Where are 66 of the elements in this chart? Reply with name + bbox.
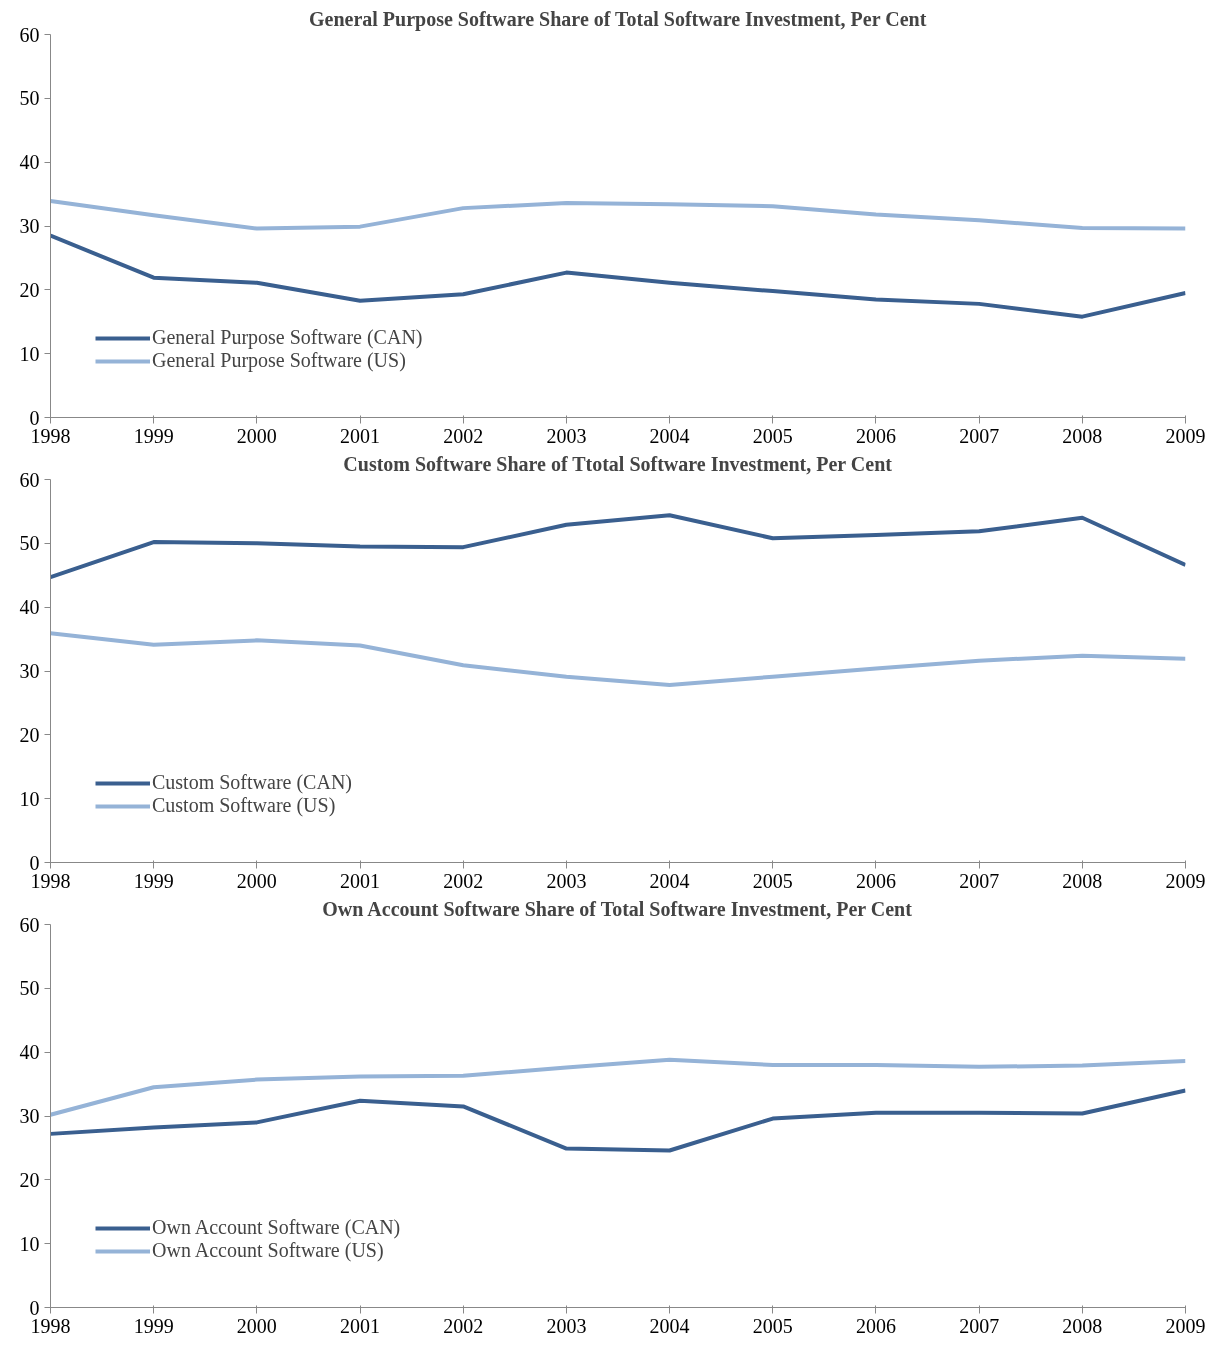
x-tick-label: 2007 [959, 869, 1000, 892]
x-tick-label: 2004 [649, 1314, 690, 1337]
chart-title: Custom Software Share of Ttotal Software Investment, Per Cent [343, 452, 893, 475]
x-tick-label: 2000 [236, 869, 277, 892]
y-tick-label: 10 [19, 1232, 40, 1255]
x-tick-label: 2005 [752, 424, 793, 447]
x-tick-label: 2006 [855, 1314, 896, 1337]
x-tick-label: 1999 [133, 424, 174, 447]
y-tick-label: 30 [19, 215, 40, 237]
y-tick-label: 30 [19, 660, 40, 682]
x-tick-label: 2004 [649, 869, 690, 892]
y-tick-label: 10 [19, 787, 40, 810]
x-tick-label: 2008 [1062, 869, 1103, 892]
y-tick-label: 20 [19, 278, 40, 301]
x-tick-label: 2003 [546, 1314, 587, 1337]
line-series [50, 631, 1186, 688]
y-tick-label: 10 [19, 342, 40, 365]
y-tick-label: 20 [19, 1168, 40, 1191]
line-series [50, 1057, 1186, 1117]
chart-title: General Purpose Software Share of Total Software Investment, Per Cent [308, 7, 927, 31]
x-tick-label: 2006 [855, 869, 896, 892]
y-tick-label: 60 [19, 913, 40, 936]
x-tick-label: 2004 [649, 424, 690, 447]
line-series [50, 233, 1186, 319]
x-tick-label: 2000 [236, 1314, 277, 1337]
x-tick-label: 2002 [443, 424, 484, 447]
x-tick-label: 2009 [1165, 1314, 1206, 1337]
y-tick-label: 50 [19, 977, 40, 1000]
y-tick-label: 60 [19, 23, 40, 46]
y-tick-label: 40 [19, 151, 40, 174]
legend-label: Custom Software (US) [152, 794, 336, 817]
x-tick-label: 2003 [546, 869, 587, 892]
x-tick-label: 2007 [959, 1314, 1000, 1337]
line-series [50, 1088, 1186, 1153]
x-tick-label: 2007 [959, 424, 1000, 447]
x-tick-label: 2003 [546, 424, 587, 447]
x-tick-label: 1999 [133, 1314, 174, 1337]
y-tick-label: 50 [19, 532, 40, 555]
chart-title: Own Account Software Share of Total Software Investment, Per Cent [322, 897, 913, 920]
x-tick-label: 2008 [1062, 424, 1103, 447]
line-series [50, 513, 1186, 580]
x-tick-label: 1999 [133, 869, 174, 892]
x-tick-label: 2006 [855, 424, 896, 447]
legend-label: General Purpose Software (US) [152, 349, 406, 372]
y-tick-label: 60 [19, 468, 40, 491]
x-tick-label: 2001 [340, 869, 381, 892]
y-tick-label: 20 [19, 723, 40, 746]
x-tick-label: 2000 [236, 424, 277, 447]
y-tick-label: 40 [19, 596, 40, 619]
y-tick-label: 30 [19, 1105, 40, 1127]
x-tick-label: 2001 [340, 1314, 381, 1337]
line-series [50, 199, 1186, 231]
y-tick-label: 40 [19, 1041, 40, 1064]
legend-label: General Purpose Software (CAN) [152, 326, 423, 349]
x-tick-label: 2009 [1165, 869, 1206, 892]
x-tick-label: 2005 [752, 869, 793, 892]
x-tick-label: 2002 [443, 869, 484, 892]
x-tick-label: 2009 [1165, 424, 1206, 447]
x-tick-label: 2002 [443, 1314, 484, 1337]
x-tick-label: 2001 [340, 424, 381, 447]
y-tick-label: 50 [19, 87, 40, 110]
x-tick-label: 2008 [1062, 1314, 1103, 1337]
x-tick-label: 2005 [752, 1314, 793, 1337]
legend-label: Custom Software (CAN) [152, 771, 352, 794]
legend-label: Own Account Software (US) [152, 1239, 384, 1262]
legend-label: Own Account Software (CAN) [152, 1216, 401, 1239]
